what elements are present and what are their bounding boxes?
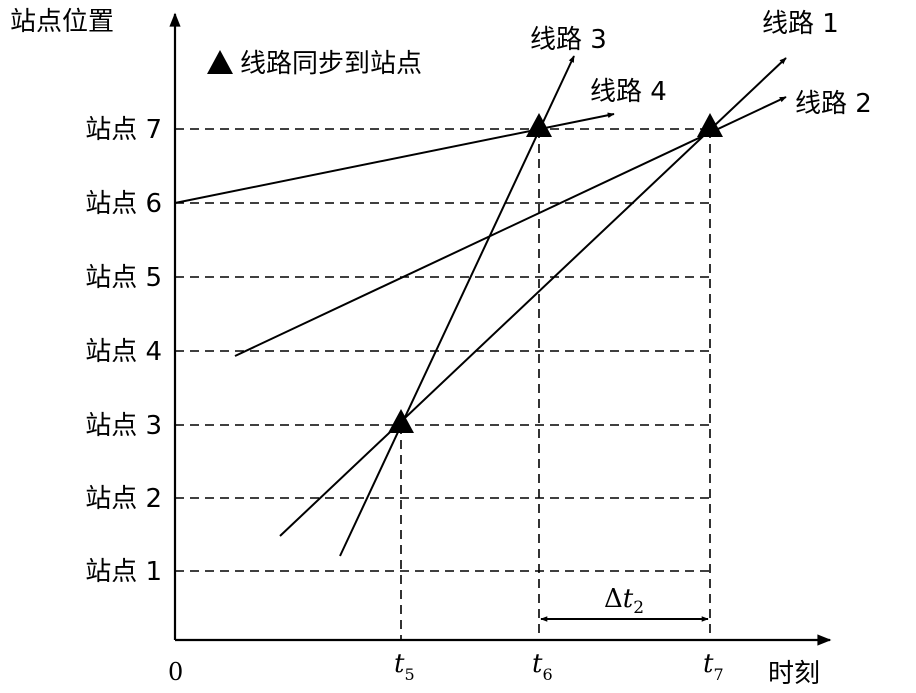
time-gridlines	[400, 129, 711, 640]
station-label: 站点 5	[85, 263, 162, 293]
sync-marker-t5-station-3	[388, 409, 414, 433]
route-labels: 线路 1 线路 2 线路 3 线路 4	[530, 9, 872, 119]
route-3-line	[339, 55, 575, 557]
sync-markers	[388, 113, 723, 433]
route-label-2: 线路 2	[795, 89, 872, 119]
route-2-line	[234, 96, 787, 357]
axes	[169, 12, 832, 646]
route-label-1: 线路 1	[762, 9, 839, 39]
route-label-3: 线路 3	[530, 25, 607, 55]
station-label: 站点 3	[85, 411, 162, 441]
time-label-t5: t5	[394, 649, 415, 684]
station-labels: 站点 1 站点 2 站点 3 站点 4 站点 5 站点 6 站点 7	[85, 115, 162, 587]
route-4-line	[174, 112, 615, 204]
station-gridlines	[175, 128, 710, 572]
time-label-t7: t7	[703, 649, 724, 684]
legend-triangle-icon	[207, 50, 233, 74]
interval-label: Δt2	[604, 584, 644, 618]
interval-indicator: Δt2	[540, 584, 709, 622]
station-label: 站点 6	[85, 189, 162, 219]
station-label: 站点 4	[85, 337, 162, 367]
station-label: 站点 7	[85, 115, 162, 145]
sync-marker-t7-station-7	[697, 113, 723, 137]
time-label-t6: t6	[532, 649, 553, 684]
route-lines	[174, 55, 787, 557]
y-axis-title: 站点位置	[10, 7, 114, 37]
legend-text: 线路同步到站点	[240, 49, 422, 79]
sync-marker-t6-station-7	[526, 113, 552, 137]
origin-label: 0	[168, 658, 183, 686]
time-labels: t5 t6 t7	[394, 649, 724, 684]
station-label: 站点 2	[85, 484, 162, 514]
station-label: 站点 1	[85, 557, 162, 587]
legend: 线路同步到站点	[207, 49, 422, 79]
route-label-4: 线路 4	[590, 77, 667, 107]
x-axis-title: 时刻	[768, 659, 820, 688]
